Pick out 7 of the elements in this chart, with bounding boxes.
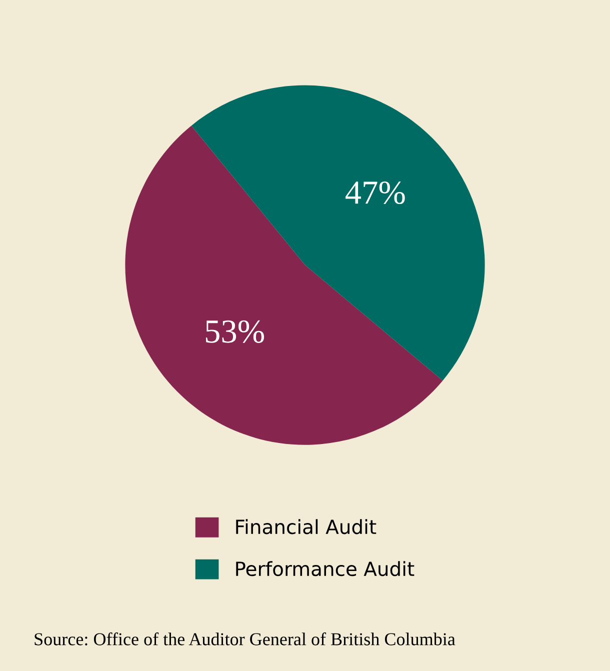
legend-label: Performance Audit	[236, 561, 414, 576]
legend-label: Financial Audit	[236, 519, 376, 534]
data-label: 47%	[346, 181, 405, 204]
pie-slice	[125, 126, 443, 445]
source-note: Source: Office of the Auditor General of British Columbia	[34, 632, 456, 646]
data-label: 53%	[206, 320, 264, 343]
pie-slice	[191, 85, 485, 381]
